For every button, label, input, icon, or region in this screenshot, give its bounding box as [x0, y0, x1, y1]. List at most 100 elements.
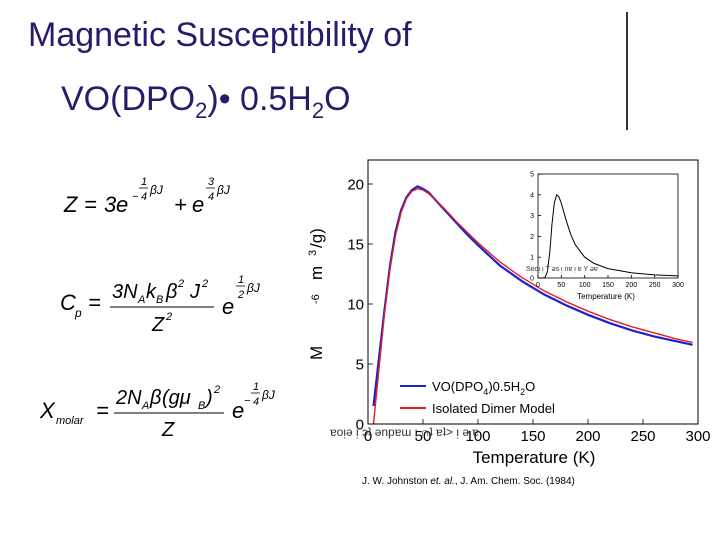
partition-function-formula: Z = 3 e − 1 4 βJ + e 3 4 βJ: [63, 176, 231, 217]
inset-background: [538, 174, 678, 278]
inset-frame: [537, 173, 679, 279]
inset-y-tick-label-4: 4: [530, 192, 534, 199]
y-tick-label-4: 20: [347, 176, 364, 193]
eq1-exp2-den: 4: [208, 191, 214, 203]
eq2-num-kB-sub: B: [156, 294, 163, 306]
x-tick-label-6: 300: [685, 428, 710, 445]
eq3-lhs-sub: molar: [56, 415, 85, 427]
eq2-den-sup: 2: [165, 311, 172, 323]
inset-x-tick-label-6: 300: [672, 282, 684, 289]
eq2-num-k: k: [146, 281, 157, 303]
eq2-num-beta-sup: 2: [177, 278, 184, 290]
title-line-2: VO(DPO2)• 0.5H2O: [61, 80, 351, 123]
eq3-num-paren-close: ): [204, 387, 213, 409]
y-axis-label-unit: /g): [307, 228, 326, 248]
title-line-1: Magnetic Susceptibility of: [28, 16, 412, 54]
inset-y-tick-label-5: 5: [530, 171, 534, 178]
inset-series: [540, 193, 679, 279]
x-tick-label-5: 250: [630, 428, 655, 445]
eq1-exp1-sign: −: [132, 191, 139, 203]
x-axis-ticks: 0 50 100 150 200 250 300: [364, 419, 711, 445]
eq2-exp-var: βJ: [246, 281, 261, 295]
eq2-equals: =: [88, 290, 101, 315]
y-axis-label-m: m: [307, 266, 326, 280]
inset-chart: 0 1 2 3 4 5 0 50 100 150 200 250 300 Sɐoᴉ ᴉ Ṫ ǝs ᴉ …: [526, 171, 684, 301]
legend-label-series-2: Isolated Dimer Model: [432, 401, 555, 416]
inset-x-tick-label-5: 250: [649, 282, 661, 289]
eq2-base: e: [222, 294, 234, 319]
inset-y-tick-label-2: 2: [530, 234, 534, 241]
citation: J. W. Johnston et. al., J. Am. Chem. Soc…: [362, 476, 575, 487]
overlapping-label-text: ɐoᴉǝ ᴉ ɔʇ ǝnpɐɯ ᴉ ∩ʇ ɐʇ> ᴉ ǝ ɐ: [330, 425, 479, 439]
eq3-den-Z: Z: [161, 419, 175, 441]
inset-x-tick-label-1: 50: [557, 282, 565, 289]
y-axis-label-exp2: 3: [307, 250, 319, 256]
eq1-exp1-var: βJ: [149, 183, 164, 197]
inset-y-tick-label-3: 3: [530, 213, 534, 220]
eq3-lhs: X: [39, 398, 56, 423]
eq1-exp1-den: 4: [141, 191, 147, 203]
equation-partition-function: Z = 3 e − 1 4 βJ + e 3 4 βJ: [62, 172, 262, 227]
eq2-exp-num: 1: [238, 274, 244, 286]
inset-x-tick-label-0: 0: [536, 282, 540, 289]
molar-susceptibility-formula: X molar = 2N A β (gμ B ) 2 Z e − 1 4 βJ: [39, 381, 276, 441]
series-line-2: [372, 188, 693, 425]
eq2-lhs-sub: p: [74, 306, 82, 320]
y-tick-label-2: 10: [347, 296, 364, 313]
eq3-base: e: [232, 398, 244, 423]
eq1-base2: e: [192, 192, 204, 217]
y-tick-label-0: 0: [356, 416, 364, 433]
series-line-1: [372, 185, 693, 407]
eq2-num-beta: β: [165, 281, 177, 303]
eq1-exp2-var: βJ: [216, 183, 231, 197]
heat-capacity-formula: C p = 3N A k B β 2 J 2 Z 2 e 1 2 βJ: [60, 274, 261, 336]
chart-legend: VO(DPO4)0.5H2O Isolated Dimer Model: [400, 379, 555, 416]
eq3-exp-var: βJ: [261, 388, 276, 402]
eq1-base1: e: [116, 192, 128, 217]
eq3-num-beta: β: [149, 387, 161, 409]
x-axis-label: Temperature (K): [473, 448, 596, 467]
equation-molar-susceptibility: X molar = 2N A β (gμ B ) 2 Z e − 1 4 βJ: [38, 378, 298, 453]
inset-overlapping-text: Sɐoᴉ ᴉ Ṫ ǝs ᴉ nɐ ᴉ ɐ Y ǝɐ: [526, 264, 598, 273]
y-axis-label: M -6 m 3 /g): [307, 228, 326, 360]
susceptibility-chart: 0 5 10 15 20 0 50 100 150 200 250 300 M -6 m 3 /g)…: [300, 140, 711, 475]
legend-label-series-1: VO(DPO4)0.5H2O: [432, 379, 535, 397]
x-tick-label-0: 0: [364, 428, 372, 445]
equation-heat-capacity: C p = 3N A k B β 2 J 2 Z 2 e 1 2 βJ: [58, 270, 288, 345]
inset-x-tick-label-4: 200: [625, 282, 637, 289]
eq2-num-J-sup: 2: [201, 278, 208, 290]
chart-series: [372, 185, 693, 425]
y-tick-label-1: 5: [356, 356, 364, 373]
x-tick-label-4: 200: [575, 428, 600, 445]
eq3-exp-den: 4: [253, 396, 259, 408]
y-axis-ticks: 0 5 10 15 20: [347, 176, 373, 433]
eq3-num-paren: (gμ: [162, 387, 191, 409]
eq2-den-Z: Z: [151, 314, 165, 336]
x-tick-label-3: 150: [520, 428, 545, 445]
eq1-exp2-num: 3: [208, 176, 215, 188]
y-axis-label-M: M: [307, 346, 326, 360]
eq3-num-muB-sub: B: [198, 400, 205, 412]
x-tick-label-2: 100: [465, 428, 490, 445]
inset-x-tick-label-3: 150: [602, 282, 614, 289]
inset-y-tick-label-0: 0: [530, 275, 534, 282]
plot-frame: [367, 159, 699, 425]
eq1-plus: +: [174, 192, 187, 217]
eq3-num-sup: 2: [213, 384, 220, 396]
eq3-num-NA-sub: A: [141, 400, 149, 412]
divider-line: [626, 12, 628, 130]
eq1-lhs: Z: [63, 192, 79, 217]
eq3-num-2N: 2N: [115, 387, 142, 409]
eq1-coef: 3: [104, 192, 117, 217]
eq2-num-NA-sub: A: [137, 294, 145, 306]
eq2-num-J: J: [189, 281, 201, 303]
eq2-num-3N: 3N: [112, 281, 138, 303]
y-tick-label-3: 15: [347, 236, 364, 253]
eq3-exp-num: 1: [253, 381, 259, 393]
eq2-lhs: C: [60, 290, 76, 315]
eq3-equals: =: [96, 398, 109, 423]
inset-x-axis-label: Temperature (K): [577, 292, 635, 301]
inset-series-line-1: [540, 193, 679, 279]
eq1-exp1-num: 1: [141, 176, 147, 188]
